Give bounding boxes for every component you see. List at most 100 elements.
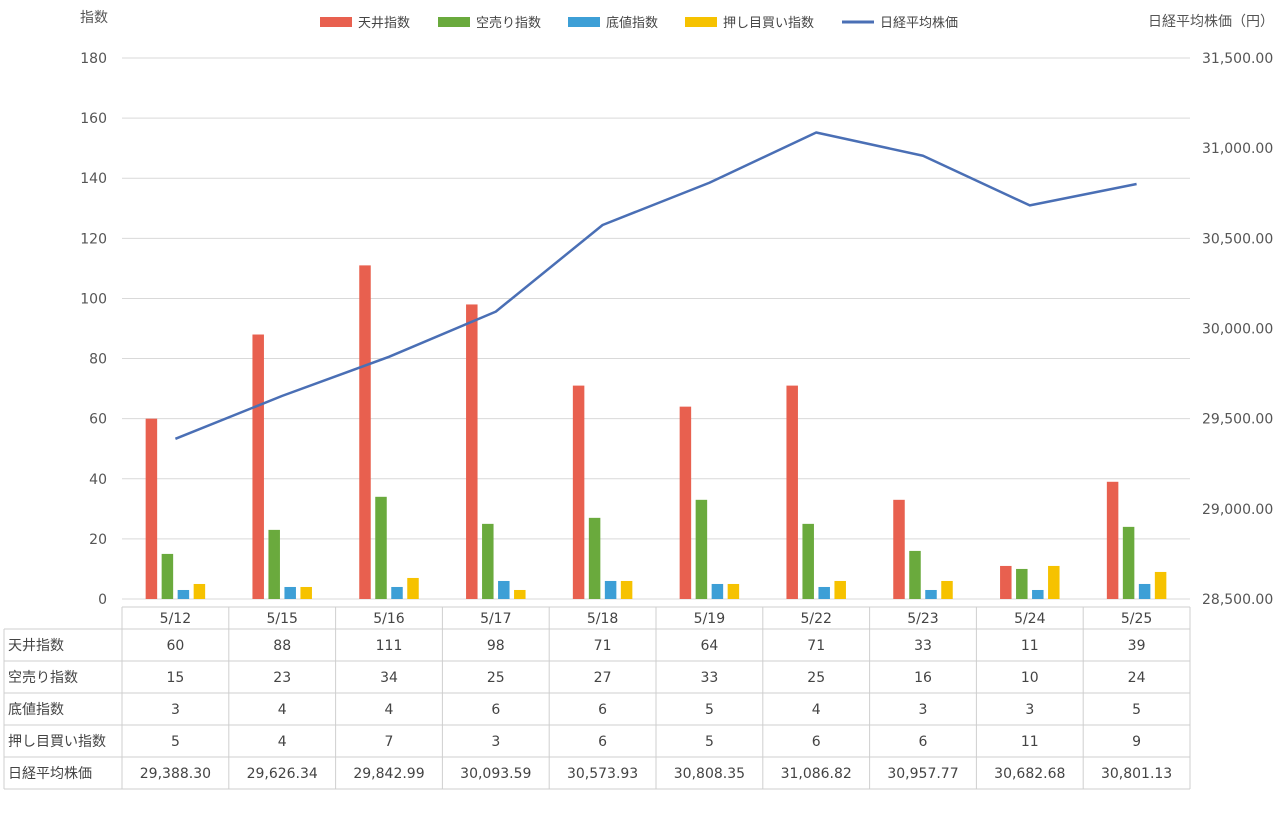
legend-label: 空売り指数 xyxy=(476,15,541,31)
category-label: 5/18 xyxy=(587,611,618,627)
table-cell: 10 xyxy=(1021,670,1039,686)
right-axis-tick: 30,000.00 xyxy=(1202,322,1273,338)
right-axis-tick: 30,500.00 xyxy=(1202,231,1273,247)
bar xyxy=(727,583,740,599)
bar xyxy=(359,265,371,599)
table-cell: 4 xyxy=(385,702,394,718)
left-axis-tick: 180 xyxy=(80,51,107,67)
table-cell: 88 xyxy=(273,638,291,654)
table-cell: 5 xyxy=(171,734,180,750)
bar xyxy=(941,580,953,599)
left-axis-tick: 160 xyxy=(80,111,107,127)
table-cell: 16 xyxy=(914,670,932,686)
table-row-label: 底値指数 xyxy=(8,702,64,718)
bar xyxy=(802,523,814,599)
table-cell: 98 xyxy=(487,638,505,654)
bar xyxy=(1048,565,1060,599)
table-cell: 6 xyxy=(812,734,821,750)
table-cell: 30,808.35 xyxy=(674,766,745,782)
table-cell: 29,626.34 xyxy=(247,766,318,782)
left-axis-title: 指数 xyxy=(80,10,108,26)
left-axis-tick: 120 xyxy=(80,231,107,247)
table-cell: 30,093.59 xyxy=(460,766,531,782)
bar xyxy=(893,499,905,599)
bar xyxy=(711,583,724,599)
right-axis-tick: 28,500.00 xyxy=(1202,592,1273,608)
table-cell: 71 xyxy=(594,638,612,654)
bar xyxy=(620,580,633,599)
right-axis-tick: 31,500.00 xyxy=(1202,51,1273,67)
legend-label: 天井指数 xyxy=(358,16,410,31)
category-label: 5/19 xyxy=(694,611,725,627)
bar xyxy=(679,406,692,599)
bar xyxy=(498,580,510,599)
table-cell: 25 xyxy=(487,670,505,686)
legend-swatch xyxy=(320,17,352,27)
table-cell: 6 xyxy=(598,702,607,718)
bar xyxy=(407,577,419,599)
table-cell: 11 xyxy=(1021,734,1039,750)
bar xyxy=(1138,583,1151,599)
bar xyxy=(284,586,296,599)
table-cell: 64 xyxy=(700,638,718,654)
category-label: 5/25 xyxy=(1121,611,1152,627)
right-axis-tick: 29,000.00 xyxy=(1202,502,1273,518)
left-axis-tick: 0 xyxy=(98,592,107,608)
table-cell: 3 xyxy=(919,702,928,718)
table-cell: 30,957.77 xyxy=(887,766,958,782)
table-cell: 111 xyxy=(376,638,403,654)
table-cell: 33 xyxy=(700,670,718,686)
table-cell: 15 xyxy=(166,670,184,686)
bar xyxy=(572,385,585,599)
bar xyxy=(1032,589,1044,599)
right-axis-tick: 31,000.00 xyxy=(1202,141,1273,157)
category-label: 5/22 xyxy=(800,611,831,627)
table-cell: 71 xyxy=(807,638,825,654)
table-cell: 29,842.99 xyxy=(353,766,424,782)
table-cell: 6 xyxy=(491,702,500,718)
bar xyxy=(1154,571,1167,599)
nikkei-line xyxy=(174,131,1137,440)
table-cell: 3 xyxy=(491,734,500,750)
category-label: 5/17 xyxy=(480,611,511,627)
table-cell: 5 xyxy=(705,734,714,750)
legend-label: 押し目買い指数 xyxy=(723,16,814,31)
bar xyxy=(375,496,387,599)
table-cell: 3 xyxy=(171,702,180,718)
bar xyxy=(1122,526,1135,599)
right-axis-tick: 29,500.00 xyxy=(1202,412,1273,428)
bar xyxy=(1000,565,1012,599)
table-cell: 34 xyxy=(380,670,398,686)
bar xyxy=(177,589,190,599)
legend-label: 日経平均株価 xyxy=(880,16,958,31)
category-label: 5/12 xyxy=(160,611,191,627)
category-label: 5/16 xyxy=(373,611,405,627)
table-cell: 27 xyxy=(594,670,612,686)
bar xyxy=(695,499,708,599)
left-axis-tick: 40 xyxy=(89,472,107,488)
table-cell: 4 xyxy=(812,702,821,718)
bar xyxy=(482,523,494,599)
left-axis-tick: 20 xyxy=(89,532,107,548)
bar xyxy=(145,418,158,599)
table-cell: 30,801.13 xyxy=(1101,766,1172,782)
table-cell: 39 xyxy=(1128,638,1146,654)
table-cell: 6 xyxy=(919,734,928,750)
bar xyxy=(1106,481,1119,599)
category-label: 5/24 xyxy=(1014,611,1046,627)
table-cell: 29,388.30 xyxy=(140,766,211,782)
bar xyxy=(1016,568,1028,599)
table-cell: 3 xyxy=(1025,702,1034,718)
table-cell: 30,682.68 xyxy=(994,766,1065,782)
table-cell: 11 xyxy=(1021,638,1039,654)
table-cell: 25 xyxy=(807,670,825,686)
left-axis-tick: 100 xyxy=(80,291,107,307)
bar xyxy=(834,580,846,599)
category-label: 5/15 xyxy=(266,611,297,627)
table-row-label: 押し目買い指数 xyxy=(8,734,106,750)
bar xyxy=(604,580,617,599)
bar xyxy=(300,586,312,599)
table-cell: 4 xyxy=(278,702,287,718)
